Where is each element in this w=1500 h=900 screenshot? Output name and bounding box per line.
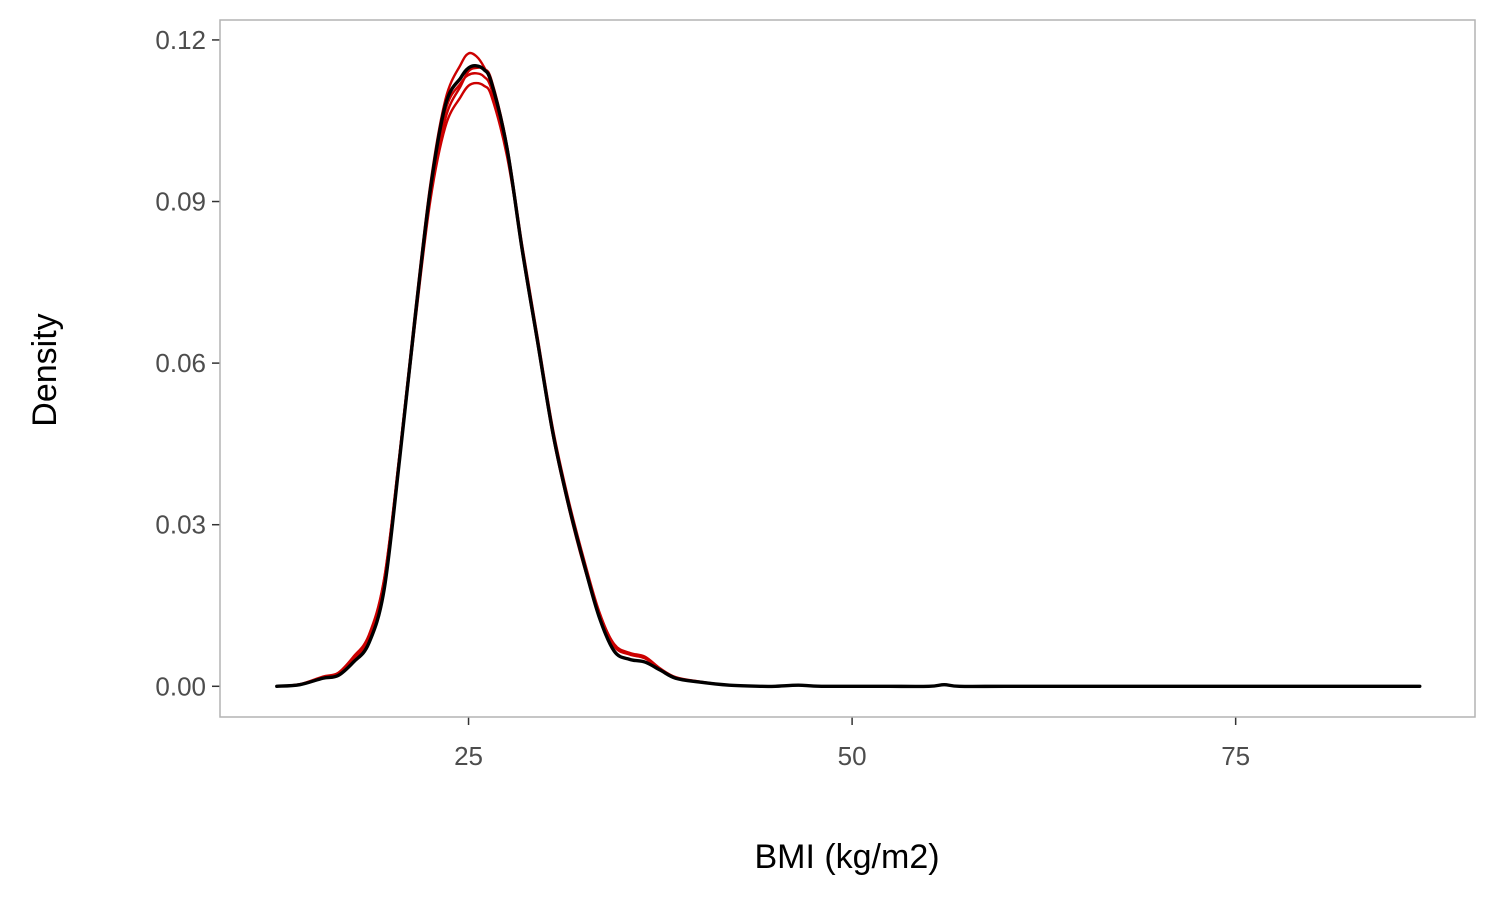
observed-density-line [275, 64, 1422, 689]
x-axis-title: BMI (kg/m2) [754, 838, 939, 876]
x-tick-label: 75 [1221, 741, 1250, 771]
y-tick-label: 0.12 [155, 25, 206, 55]
x-tick-label: 25 [454, 741, 483, 771]
y-tick-label: 0.06 [155, 348, 206, 378]
y-tick-label: 0.09 [155, 187, 206, 217]
y-tick-label: 0.00 [155, 671, 206, 701]
y-axis-title: Density [26, 313, 64, 426]
density-lines [275, 51, 1422, 689]
x-axis: 25 50 75 [454, 717, 1250, 771]
plot-panel-border [219, 19, 1476, 718]
x-tick-label: 50 [838, 741, 867, 771]
y-axis: 0.00 0.03 0.06 0.09 0.12 [155, 25, 220, 701]
y-tick-label: 0.03 [155, 510, 206, 540]
